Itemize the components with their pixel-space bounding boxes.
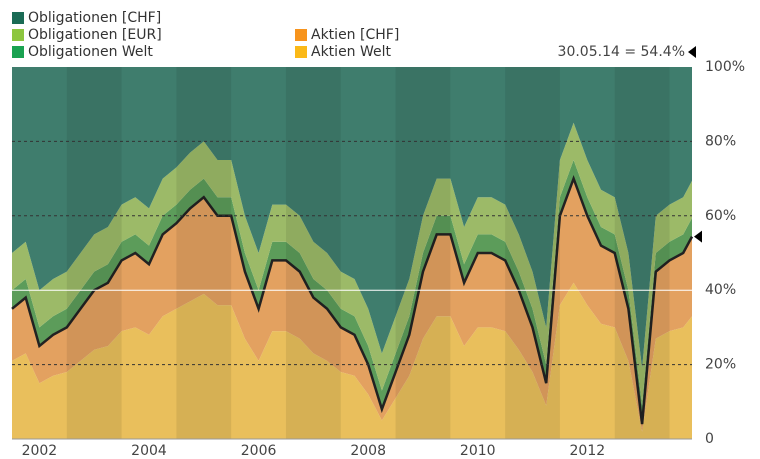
legend-swatch bbox=[12, 29, 24, 41]
legend-swatch bbox=[295, 46, 307, 58]
x-tick-label: 2008 bbox=[350, 443, 386, 459]
legend-text: Obligationen Welt bbox=[28, 44, 153, 60]
x-tick-label: 2004 bbox=[131, 443, 167, 459]
legend-swatch bbox=[12, 12, 24, 24]
legend-swatch bbox=[12, 46, 24, 58]
area bbox=[12, 67, 692, 369]
y-tick-label: 80% bbox=[705, 133, 736, 149]
legend-text: Obligationen [EUR] bbox=[28, 27, 162, 43]
year-band bbox=[614, 67, 670, 439]
year-band bbox=[395, 67, 451, 439]
year-band bbox=[505, 67, 560, 439]
annotation: 30.05.14 = 54.4% bbox=[558, 44, 685, 60]
value-pointer bbox=[694, 230, 702, 243]
y-tick-label: 20% bbox=[705, 357, 736, 373]
y-tick-label: 100% bbox=[705, 59, 745, 75]
legend-text: Aktien [CHF] bbox=[311, 27, 399, 43]
annotation-marker bbox=[688, 46, 696, 58]
legend-text: Obligationen [CHF] bbox=[28, 10, 161, 26]
area bbox=[12, 122, 692, 406]
plot: 0 20% 40% 60% 80% 100% 2002 2004 2006 2008 2010 201… bbox=[11, 10, 745, 459]
legend-text: Aktien Welt bbox=[311, 44, 392, 60]
year-band bbox=[176, 67, 232, 439]
y-tick-label: 40% bbox=[705, 282, 736, 298]
area bbox=[12, 178, 692, 432]
y-tick-label: 0 bbox=[705, 431, 714, 447]
x-tick-label: 2002 bbox=[22, 443, 58, 459]
y-tick-label: 60% bbox=[705, 208, 736, 224]
x-tick-label: 2010 bbox=[460, 443, 496, 459]
year-band bbox=[66, 67, 122, 439]
x-tick-label: 2006 bbox=[241, 443, 277, 459]
x-tick-label: 2012 bbox=[570, 443, 606, 459]
area bbox=[12, 282, 692, 439]
legend-swatch bbox=[295, 29, 307, 41]
equity-line bbox=[11, 174, 694, 425]
year-band bbox=[285, 67, 341, 439]
